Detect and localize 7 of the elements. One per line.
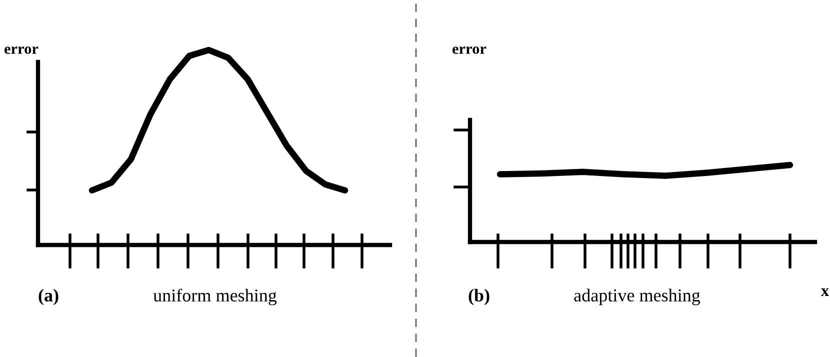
text: uniform meshing (153, 288, 277, 306)
text: (b) (468, 288, 490, 306)
text: (a) (38, 288, 58, 306)
x-axis-title: x (820, 288, 830, 296)
y-axis-title: error (452, 46, 486, 54)
text: adaptive meshing (574, 288, 700, 306)
y-axis-title: error (4, 46, 38, 54)
